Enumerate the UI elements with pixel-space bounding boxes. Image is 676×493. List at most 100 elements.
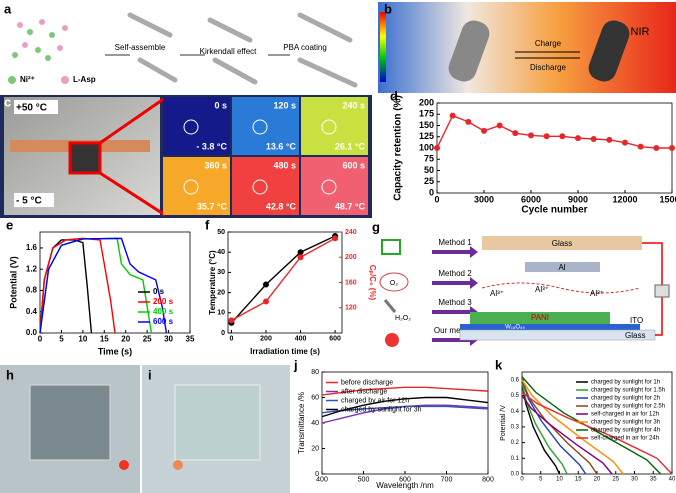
- legend-label: charged by sunlight for 1.5h: [591, 388, 665, 394]
- series-line: [39, 237, 168, 334]
- step-label: Kirkendall effect: [200, 47, 258, 56]
- y-tick-label: 40: [311, 420, 319, 427]
- point: [559, 133, 566, 140]
- y2-tick-label: 240: [345, 229, 357, 236]
- label: Charge: [535, 39, 562, 48]
- legend-label: charged by sunlight for 2h: [591, 396, 660, 402]
- target: [252, 119, 268, 135]
- y-axis-label: Potential /V: [500, 405, 507, 441]
- y-tick-label: 50: [217, 229, 225, 236]
- time-label: 240 s: [342, 100, 365, 110]
- legend-label: 600 s: [153, 317, 174, 326]
- series-line: [321, 396, 489, 418]
- target: [183, 119, 199, 135]
- x-tick-label: 3000: [474, 195, 494, 205]
- target: [321, 179, 337, 195]
- time-label: 120 s: [273, 100, 296, 110]
- ion-label: Al³⁺: [535, 285, 549, 294]
- sample: [68, 141, 102, 175]
- y-tick-label: 200: [419, 97, 434, 107]
- label: Discharge: [530, 63, 567, 72]
- thermal-grid: 0 s - 3.8 °C 120 s 13.6 °C 240 s 26.1 °C 360 s…: [163, 97, 368, 215]
- x-tick-label: 600: [399, 476, 411, 483]
- y-tick-label: 20: [311, 445, 319, 452]
- x-tick-label: 15000: [659, 195, 676, 205]
- electrolyte: [481, 282, 641, 294]
- point: [653, 145, 660, 151]
- series-line: [521, 382, 568, 475]
- series-line: [321, 386, 489, 396]
- x-tick-label: 25: [143, 335, 152, 344]
- y-tick-label: 0.4: [26, 307, 38, 316]
- layer-label: Al: [558, 263, 565, 272]
- series-line: [321, 405, 489, 414]
- dropper-icon: [383, 299, 397, 313]
- method-label: Our method: [434, 326, 476, 335]
- panel-label: g: [372, 219, 380, 234]
- plot-frame: [436, 102, 673, 194]
- y-tick-label: 0.6: [511, 377, 520, 383]
- panel-label: h: [6, 367, 14, 382]
- x-tick-label: 0: [38, 335, 43, 344]
- x-tick-label: 0: [520, 476, 524, 482]
- thermal-image: [232, 97, 299, 155]
- panel-a: a Self-assemble Kirkendall effect PBA co…: [4, 1, 358, 88]
- x-tick-label: 10: [556, 476, 563, 482]
- method-label: Method 2: [438, 269, 472, 278]
- x-tick-label: 9000: [568, 195, 588, 205]
- panel-label: i: [148, 367, 152, 382]
- y-tick-label: 0.8: [26, 286, 38, 295]
- temp-label: 42.8 °C: [266, 201, 297, 211]
- method-arrows: [432, 246, 478, 346]
- x-tick-label: 400: [295, 335, 307, 342]
- series-line: [39, 239, 93, 334]
- rods: [127, 12, 358, 88]
- rod: [448, 20, 490, 82]
- y-tick-label: 0.2: [511, 440, 520, 446]
- legend-label: 400 s: [153, 307, 174, 316]
- y2-tick-label: 200: [345, 254, 357, 261]
- y-tick-label: 0.0: [26, 328, 38, 337]
- series-line: [231, 237, 336, 321]
- x-tick-label: 30: [164, 335, 173, 344]
- y-tick-label: 10: [217, 310, 225, 317]
- series-line: [521, 395, 613, 475]
- point: [496, 122, 503, 129]
- particles: [12, 19, 68, 61]
- label: +50 °C: [16, 103, 47, 114]
- series-line: [521, 391, 673, 475]
- layer-label: W₁₈O₄₉: [505, 325, 525, 331]
- layer-label: ITO: [630, 316, 643, 325]
- series-line: [436, 114, 672, 149]
- battery-icon: [381, 239, 401, 255]
- temp-label: 26.1 °C: [335, 141, 366, 151]
- target: [252, 179, 268, 195]
- y-tick-label: 0: [315, 471, 319, 478]
- al-layer: [525, 262, 600, 272]
- panel-label: c: [4, 94, 11, 109]
- label: - 5 °C: [16, 196, 42, 207]
- led: [119, 460, 129, 470]
- legend-label: charged by air for 12h: [341, 397, 409, 404]
- point: [622, 139, 628, 146]
- x-tick-label: 40: [669, 476, 676, 482]
- label-box: [14, 100, 58, 114]
- thermal-image: [163, 97, 230, 155]
- y-tick-label: 0.1: [511, 456, 520, 462]
- step-label: Self-assemble: [115, 43, 166, 52]
- panel-label: e: [6, 217, 13, 232]
- panel-c: c +50 °C - 5 °C 0 s - 3.8 °C 120 s 13.6 °C 2…: [0, 94, 372, 218]
- legend-label: charged by sunlight for 4h: [591, 428, 660, 434]
- ion-label: Al³⁺: [590, 289, 604, 298]
- chart: k 0 5 10 15 20 25 30 35 40 0.0 0.1 0.2 0.3 0.4 0.5 0.6 Po…: [495, 357, 676, 482]
- x-tick-label: 200: [260, 335, 272, 342]
- y2-tick-label: 160: [345, 279, 357, 286]
- point: [434, 145, 440, 151]
- y-axis-label: Transmittance /%: [297, 392, 306, 454]
- x-tick-label: 800: [482, 476, 494, 483]
- legend-label: charged by sunlight for 2.5h: [591, 404, 665, 410]
- time-label: 600 s: [342, 160, 365, 170]
- plot-frame: [227, 231, 343, 334]
- x-tick-label: 20: [594, 476, 601, 482]
